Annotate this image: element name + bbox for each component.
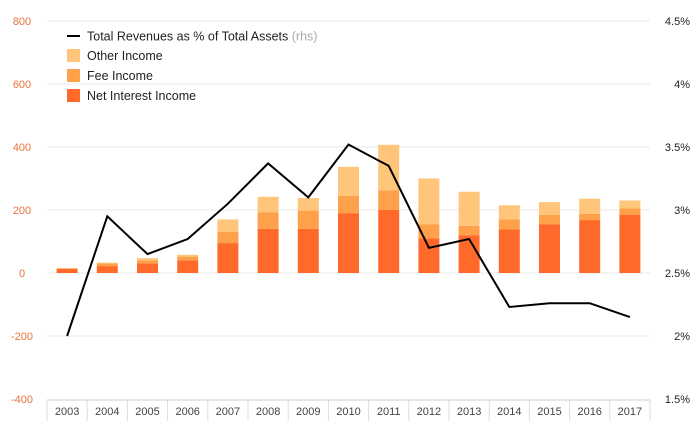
legend-swatch-net-interest-income: [67, 89, 80, 102]
y-tick-label-right: 3%: [674, 205, 690, 217]
x-tick-label: 2004: [95, 406, 119, 418]
axes: -400 -200 0 200 400 600 800 1.5% 2% 2.5% 3% 3.5% 4% 4…: [11, 16, 690, 421]
bar-other-income: [96, 262, 118, 264]
bar-other-income: [418, 178, 440, 225]
bar-other-income: [297, 198, 319, 211]
bar-net-interest-income: [217, 243, 239, 273]
bar-fee-income: [498, 219, 520, 230]
legend-label-other-income: Other Income: [87, 49, 163, 63]
bar-net-interest-income: [338, 213, 359, 273]
y-tick-label-right: 2%: [674, 331, 690, 343]
x-tick-label: 2011: [377, 406, 401, 418]
bar-net-interest-income: [458, 235, 480, 273]
bar-fee-income: [96, 263, 118, 267]
bar-net-interest-income: [56, 268, 78, 273]
bar-fee-income: [177, 256, 199, 261]
bar-net-interest-income: [498, 229, 520, 273]
bar-fee-income: [539, 214, 560, 225]
bar-net-interest-income: [297, 228, 319, 273]
x-tick-label: 2016: [577, 406, 601, 418]
y-tick-label-left: 200: [13, 205, 31, 217]
bar-other-income: [177, 254, 199, 257]
bar-net-interest-income: [257, 228, 279, 273]
x-tick-label: 2009: [296, 406, 320, 418]
y-tick-label-right: 4%: [674, 79, 690, 91]
y-tick-label-right: 2.5%: [665, 268, 690, 280]
bar-other-income: [137, 258, 158, 261]
bar-other-income: [338, 166, 359, 196]
bar-net-interest-income: [539, 224, 560, 273]
x-tick-label: 2003: [55, 406, 79, 418]
legend: Total Revenues as % of Total Assets (rhs…: [67, 30, 317, 103]
x-tick-label: 2008: [256, 406, 280, 418]
y-tick-label-left: 600: [13, 79, 31, 91]
bar-fee-income: [257, 212, 279, 229]
legend-label-line: Total Revenues as % of Total Assets (rhs…: [87, 30, 317, 44]
bar-other-income: [579, 198, 601, 214]
y-tick-label-left: 0: [19, 268, 25, 280]
bar-fee-income: [579, 213, 601, 221]
bar-other-income: [498, 205, 520, 220]
x-tick-label: 2017: [618, 406, 642, 418]
bar-fee-income: [56, 268, 78, 269]
bar-fee-income: [458, 225, 480, 236]
bar-net-interest-income: [96, 266, 118, 273]
y-tick-label-left: -400: [11, 394, 33, 406]
bar-fee-income: [137, 260, 158, 264]
legend-label-net-interest-income: Net Interest Income: [87, 89, 196, 103]
bar-fee-income: [418, 224, 440, 239]
x-tick-label: 2007: [216, 406, 240, 418]
bar-fee-income: [217, 232, 239, 244]
bar-other-income: [619, 200, 641, 209]
bar-net-interest-income: [177, 260, 199, 273]
bar-fee-income: [338, 195, 359, 214]
y-tick-label-right: 1.5%: [665, 394, 690, 406]
x-tick-label: 2010: [336, 406, 360, 418]
bar-other-income: [539, 202, 560, 215]
bar-net-interest-income: [619, 214, 641, 273]
line-total-revenues-pct: [66, 143, 631, 337]
bar-fee-income: [378, 190, 400, 210]
y-tick-label-left: -200: [11, 331, 33, 343]
bar-other-income: [217, 219, 239, 233]
y-tick-label-left: 800: [13, 16, 31, 28]
bar-other-income: [458, 191, 480, 226]
x-tick-label: 2012: [417, 406, 441, 418]
bar-net-interest-income: [579, 220, 601, 273]
y-tick-label-left: 400: [13, 142, 31, 154]
legend-swatch-fee-income: [67, 69, 80, 82]
bar-net-interest-income: [378, 210, 400, 273]
legend-swatch-other-income: [67, 49, 80, 62]
bar-net-interest-income: [137, 263, 158, 273]
bar-other-income: [257, 196, 279, 213]
legend-label-fee-income: Fee Income: [87, 69, 153, 83]
y-tick-label-right: 3.5%: [665, 142, 690, 154]
x-tick-label: 2006: [175, 406, 199, 418]
bar-fee-income: [619, 208, 641, 215]
bar-fee-income: [297, 210, 319, 229]
y-tick-label-right: 4.5%: [665, 16, 690, 28]
x-tick-label: 2014: [497, 406, 521, 418]
bar-net-interest-income: [418, 238, 440, 273]
x-tick-label: 2005: [135, 406, 159, 418]
legend-rhs-suffix: (rhs): [292, 30, 318, 44]
x-tick-label: 2015: [537, 406, 561, 418]
x-tick-label: 2013: [457, 406, 481, 418]
line-series-group: [66, 143, 631, 337]
bar-group: [56, 144, 641, 273]
